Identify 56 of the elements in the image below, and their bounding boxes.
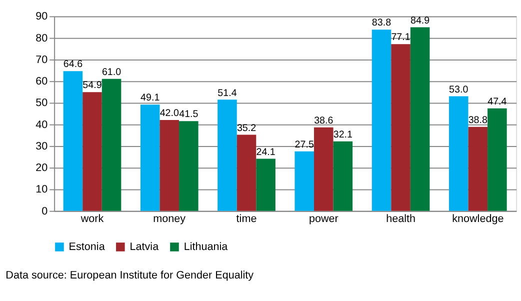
bar — [410, 27, 430, 211]
legend-label: Lithuania — [184, 240, 228, 253]
legend-label: Latvia — [130, 240, 159, 253]
source-note: Data source: European Institute for Gender Equality — [6, 270, 254, 282]
data-label: 49.1 — [140, 92, 160, 104]
y-tick-label: 0 — [42, 205, 48, 218]
x-tick-label: health — [386, 213, 416, 226]
data-label: 47.4 — [488, 96, 508, 108]
y-tick-label: 90 — [36, 10, 48, 23]
x-tick-label: money — [153, 213, 186, 226]
data-label: 42.0 — [160, 108, 180, 120]
bar — [314, 127, 334, 211]
bar — [179, 121, 198, 211]
bar — [160, 120, 180, 211]
y-tick-label: 70 — [36, 54, 48, 66]
legend-label: Estonia — [68, 240, 105, 253]
bar — [102, 78, 122, 211]
y-tick-label: 60 — [36, 76, 48, 88]
y-tick-label: 80 — [36, 32, 48, 44]
bar — [256, 158, 276, 211]
x-tick-label: power — [308, 213, 339, 226]
y-tick-label: 20 — [36, 162, 48, 174]
data-label: 84.9 — [410, 15, 430, 26]
bar — [391, 44, 410, 211]
data-label: 27.5 — [294, 139, 314, 150]
data-label: 24.1 — [256, 146, 276, 158]
bar — [488, 108, 507, 211]
data-label: 83.8 — [372, 18, 392, 29]
x-tick-label: knowledge — [452, 213, 504, 226]
bar — [63, 71, 83, 211]
bar — [82, 92, 102, 211]
data-label: 35.2 — [236, 122, 256, 134]
y-tick-label: 10 — [36, 184, 48, 196]
bar — [333, 141, 353, 211]
data-label: 53.0 — [449, 84, 469, 96]
data-label: 54.9 — [82, 80, 102, 92]
bar — [372, 30, 392, 211]
data-label: 64.6 — [63, 59, 84, 70]
data-label: 38.8 — [468, 115, 488, 126]
bar — [294, 151, 314, 211]
data-label: 51.4 — [218, 88, 238, 99]
bar — [448, 96, 468, 211]
x-tick-label: time — [236, 213, 257, 226]
data-label: 32.1 — [333, 129, 352, 140]
bar — [218, 100, 237, 211]
data-label: 61.0 — [102, 66, 122, 78]
y-tick-label: 30 — [36, 140, 48, 152]
bar — [236, 134, 256, 211]
data-label: 38.6 — [314, 115, 334, 126]
y-tick-label: 40 — [36, 118, 48, 131]
data-label: 41.5 — [179, 109, 199, 120]
bar — [140, 104, 160, 211]
bar — [468, 126, 488, 211]
y-tick-label: 50 — [36, 97, 48, 110]
x-tick-label: work — [80, 213, 104, 226]
data-label: 77.1 — [391, 32, 410, 44]
